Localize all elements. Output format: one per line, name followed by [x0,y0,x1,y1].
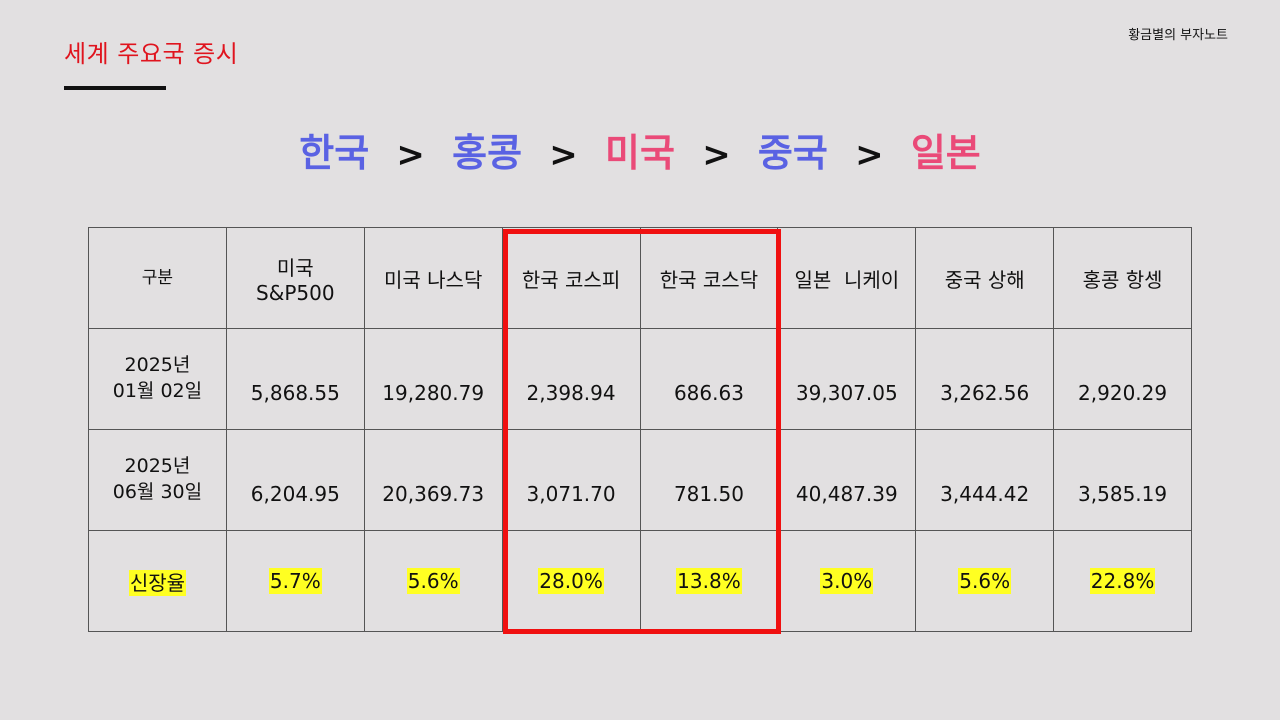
growth-cell: 3.0% [777,530,917,632]
table-cell: 6,204.95 [225,429,365,531]
growth-cell: 5.7% [225,530,365,632]
table-row: 2025년 01월 02일 5,868.55 19,280.79 2,398.9… [88,328,1192,430]
growth-label-cell: 신장율 [88,530,227,632]
ranking-item-japan: 일본 [910,131,981,175]
row-label-line2: 06월 30일 [112,481,203,503]
stock-index-table: 구분 미국 S&P500 미국 나스닥 한국 코스피 한국 코스닥 일본 니케이… [88,227,1192,632]
header-nikkei: 일본 니케이 [777,227,917,329]
table-row: 2025년 06월 30일 6,204.95 20,369.73 3,071.7… [88,429,1192,531]
author-label: 황금별의 부자노트 [1128,28,1228,43]
ranking-item-korea: 한국 [299,131,370,175]
header-line1: 일본 니케이 [794,267,900,292]
ranking-item-china: 중국 [757,131,828,175]
row-label-line1: 2025년 [124,455,191,478]
table-cell: 3,585.19 [1053,429,1192,531]
header-category-label: 구분 [141,267,174,288]
growth-value: 5.6% [406,568,460,594]
table-cell: 40,487.39 [777,429,917,531]
ranking-item-hongkong: 홍콩 [452,131,523,175]
slide-title: 세계 주요국 증시 [64,40,239,68]
growth-value: 22.8% [1089,568,1156,594]
table-cell: 2,920.29 [1053,328,1192,430]
growth-cell: 5.6% [915,530,1055,632]
row-date-label: 2025년 01월 02일 [88,328,227,430]
table-cell: 19,280.79 [363,328,503,430]
growth-label: 신장율 [128,569,187,596]
market-ranking: 한국 > 홍콩 > 미국 > 중국 > 일본 [0,122,1280,177]
header-line1: 미국 [276,255,314,280]
growth-value: 13.8% [676,568,742,594]
table-cell: 5,868.55 [225,328,365,430]
header-kospi: 한국 코스피 [501,227,641,329]
header-nasdaq: 미국 나스닥 [363,227,503,329]
header-line1: 홍콩 항셍 [1082,267,1163,292]
header-shanghai: 중국 상해 [915,227,1055,329]
table-header-row: 구분 미국 S&P500 미국 나스닥 한국 코스피 한국 코스닥 일본 니케이… [88,227,1192,329]
table-cell: 3,071.70 [501,429,641,531]
table-cell: 39,307.05 [777,328,917,430]
ranking-separator: > [549,135,578,175]
header-line2: S&P500 [256,280,335,305]
growth-cell: 13.8% [639,530,779,632]
growth-cell: 28.0% [501,530,641,632]
ranking-separator: > [855,135,884,175]
growth-value: 5.7% [268,568,322,594]
header-line1: 한국 코스닥 [659,267,759,292]
growth-value: 5.6% [958,568,1012,594]
header-kosdaq: 한국 코스닥 [639,227,779,329]
ranking-separator: > [702,135,731,175]
header-category: 구분 [88,227,227,329]
header-hangseng: 홍콩 항셍 [1053,227,1192,329]
growth-cell: 5.6% [363,530,503,632]
table-cell: 781.50 [639,429,779,531]
table-cell: 686.63 [639,328,779,430]
table-cell: 3,262.56 [915,328,1055,430]
header-line1: 미국 나스닥 [384,267,483,292]
growth-row: 신장율 5.7% 5.6% 28.0% 13.8% 3.0% 5.6% 22.8… [88,530,1192,632]
table-cell: 3,444.42 [915,429,1055,531]
row-label-line1: 2025년 [124,354,191,377]
header-sp500: 미국 S&P500 [225,227,365,329]
growth-cell: 22.8% [1053,530,1192,632]
table-cell: 20,369.73 [363,429,503,531]
row-date-label: 2025년 06월 30일 [88,429,227,531]
ranking-item-usa: 미국 [605,131,675,175]
growth-value: 28.0% [538,568,604,594]
header-line1: 중국 상해 [944,267,1025,292]
title-underline [64,86,166,90]
growth-value: 3.0% [820,568,874,594]
header-line1: 한국 코스피 [521,267,621,292]
ranking-separator: > [396,135,425,175]
row-label-line2: 01월 02일 [112,380,203,402]
table-cell: 2,398.94 [501,328,641,430]
